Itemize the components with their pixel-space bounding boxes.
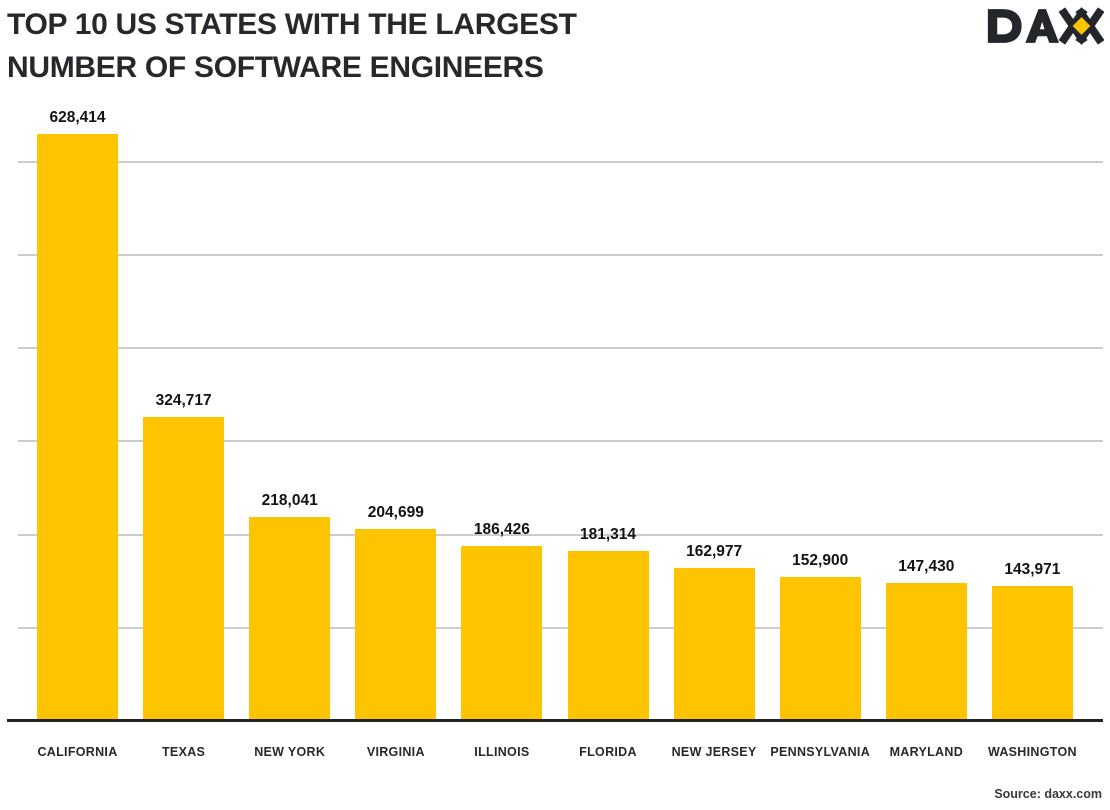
bar-category-label: MARYLAND (889, 745, 964, 759)
gridline (18, 253, 1103, 256)
bar-value-label: 143,971 (1004, 560, 1061, 578)
bar (885, 582, 967, 720)
title-line-2: NUMBER OF SOFTWARE ENGINEERS (7, 51, 544, 84)
bar-category-label: TEXAS (162, 745, 206, 759)
page-title: TOP 10 US STATES WITH THE LARGEST NUMBER… (7, 3, 577, 89)
bar-category-label: NEW YORK (254, 745, 326, 759)
logo-diamond-icon (1072, 17, 1091, 35)
title-line-1: TOP 10 US STATES WITH THE LARGEST (7, 8, 577, 41)
bar-category-label: NEW JERSEY (671, 745, 757, 759)
bar-category-label: FLORIDA (579, 745, 637, 759)
bar (779, 577, 861, 720)
daxx-logo (987, 7, 1104, 45)
bar-value-label: 147,430 (898, 557, 955, 575)
bar-value-label: 204,699 (367, 504, 424, 522)
bar-value-label: 152,900 (792, 552, 849, 570)
bar-value-label: 324,717 (155, 392, 212, 410)
gridline (18, 440, 1103, 443)
bar (249, 516, 331, 720)
bar-category-label: PENNSYLVANIA (770, 745, 871, 759)
bar-category-label: WASHINGTON (987, 745, 1077, 759)
bar (673, 568, 755, 720)
bar-value-label: 628,414 (49, 109, 106, 126)
bar-value-label: 218,041 (261, 491, 318, 509)
gridline (18, 347, 1103, 349)
bar-value-label: 162,977 (686, 543, 743, 561)
daxx-logo-letters (987, 7, 1104, 45)
bar (355, 529, 437, 720)
bar (567, 550, 649, 720)
bar (461, 546, 543, 720)
bar (991, 585, 1073, 720)
x-axis-line (7, 719, 1103, 722)
gridline (18, 626, 1103, 629)
bar (143, 417, 225, 720)
source-credit: Source: daxx.com (994, 787, 1102, 801)
bar-category-label: CALIFORNIA (37, 745, 118, 759)
gridline (18, 533, 1103, 536)
gridline (18, 160, 1103, 163)
bar-category-label: ILLINOIS (474, 745, 530, 759)
bar-value-label: 181,314 (579, 525, 637, 543)
bar (37, 134, 118, 720)
bar-category-label: VIRGINIA (366, 745, 425, 759)
bar-value-label: 186,426 (473, 521, 530, 539)
